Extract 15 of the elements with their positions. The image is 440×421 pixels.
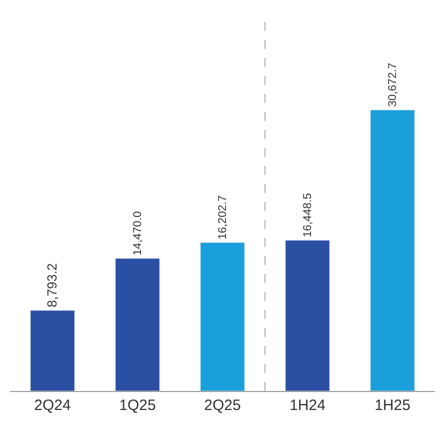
data-label: 30,672.7 [386,62,399,107]
x-tick-label: 1H24 [290,397,326,414]
x-tick-label: 1Q25 [119,397,156,414]
data-label: 16,448.5 [302,193,314,238]
bar [115,258,160,391]
bar [370,110,415,391]
x-tick-label: 2Q25 [204,397,241,414]
data-label: 16,202.7 [216,195,229,240]
data-label: 14,470.0 [132,211,144,256]
x-tick-label: 2Q24 [34,397,71,414]
bar [30,310,75,391]
bar [285,240,330,391]
x-tick-label: 1H25 [374,397,410,414]
bar [200,242,245,391]
data-label: 8,793.2 [44,263,60,308]
